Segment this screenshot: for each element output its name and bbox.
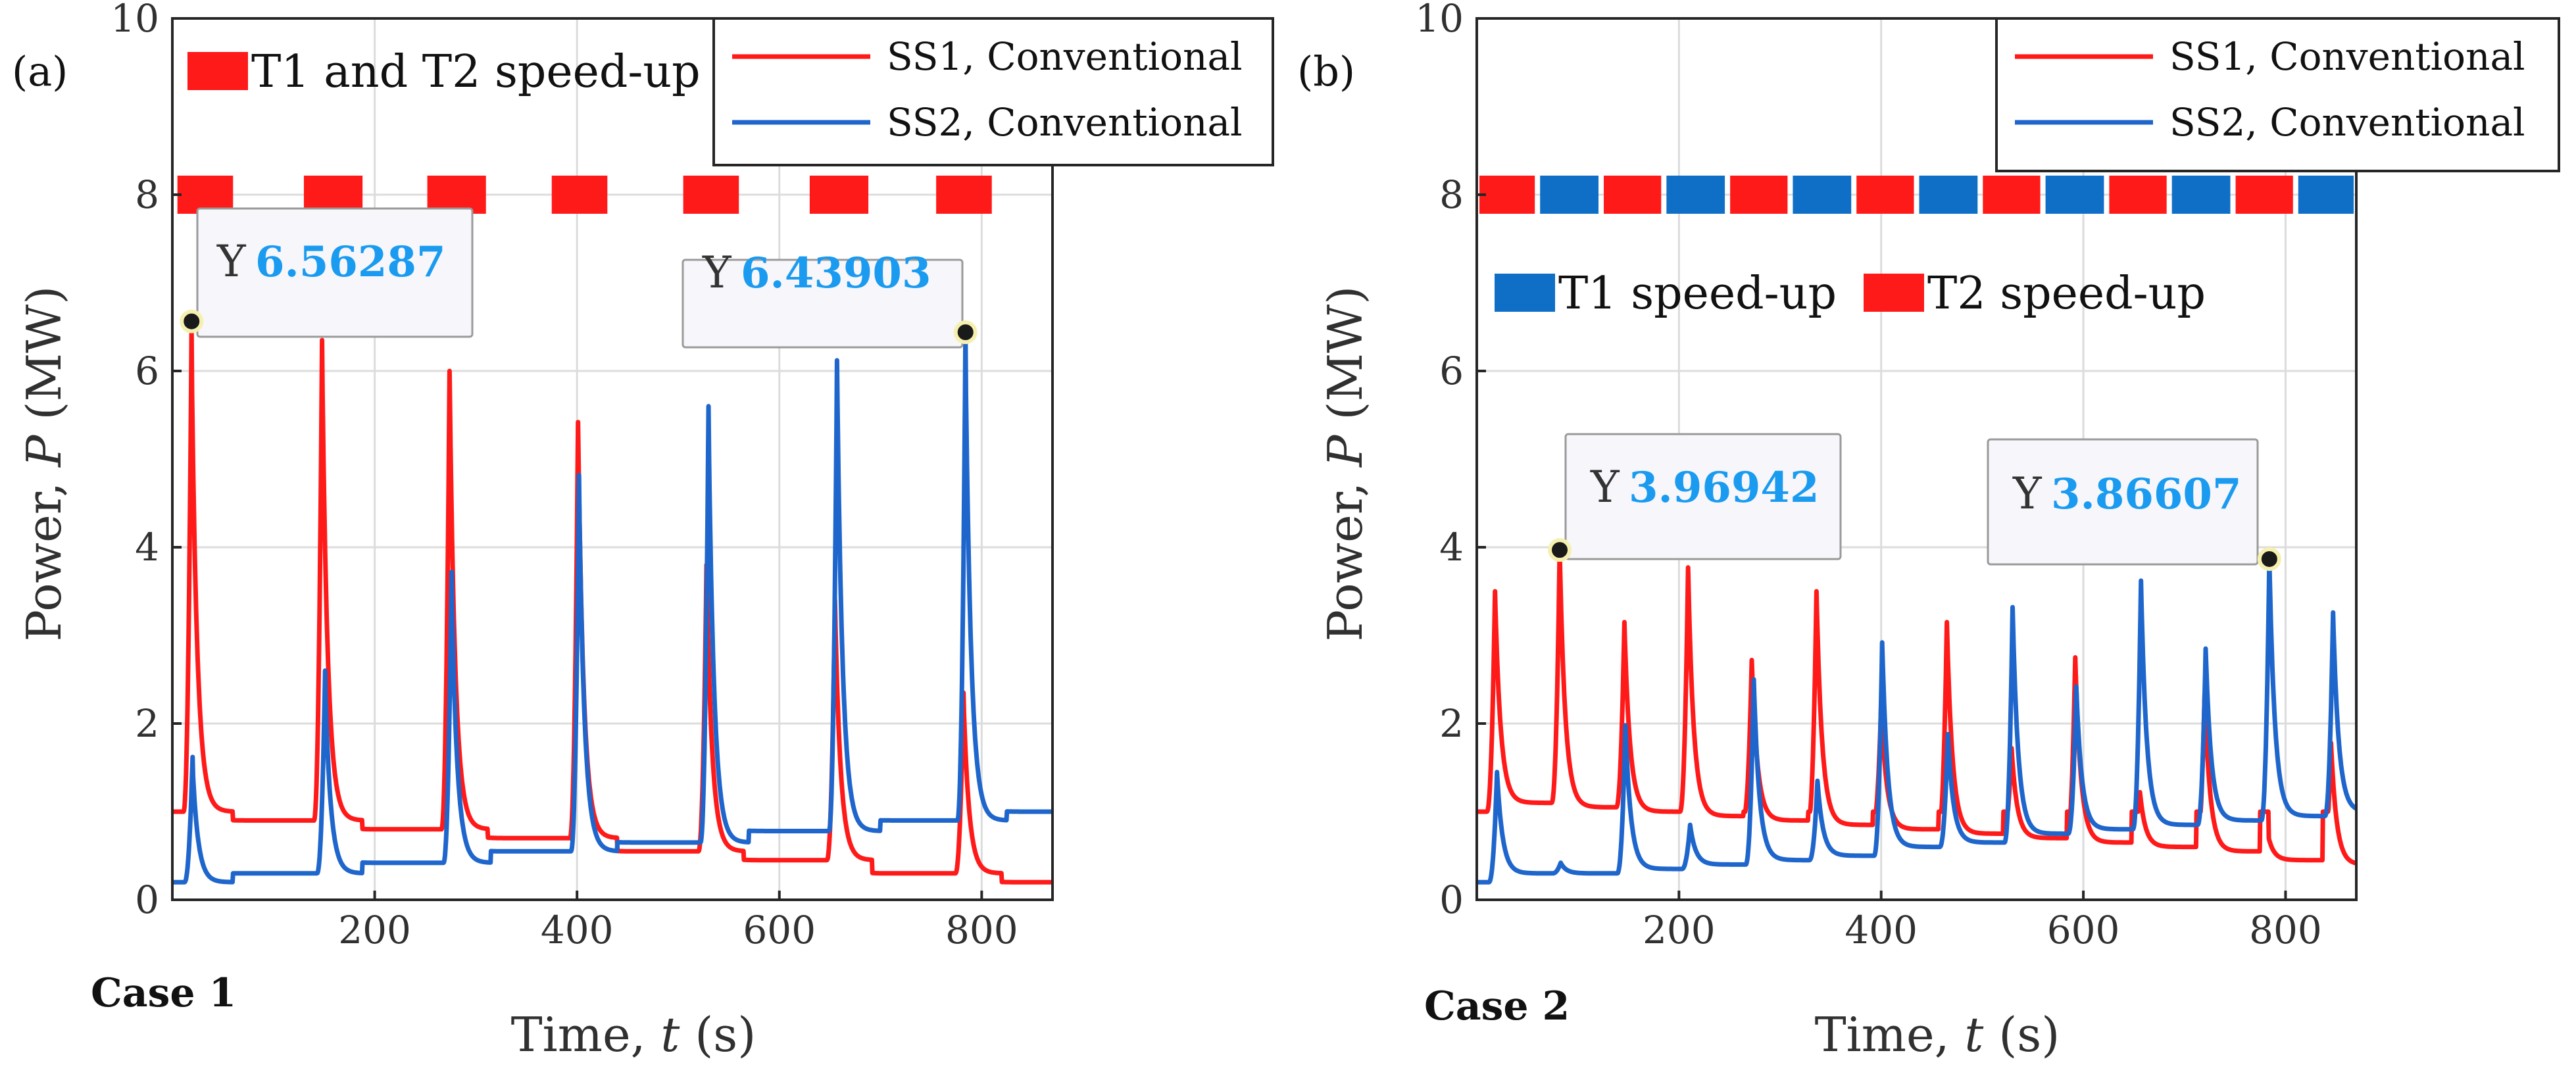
panel-b-series-1-line bbox=[1475, 547, 2358, 866]
panel-a-legend: SS1, Conventional SS2, Conventional bbox=[712, 17, 1274, 166]
panel-a-speedup-block bbox=[551, 176, 608, 214]
panel-a-datatip-prefix: Y bbox=[702, 247, 732, 298]
panel-a-series-1-line bbox=[170, 324, 1054, 885]
panel-b-legend-label: SS2, Conventional bbox=[2169, 100, 2525, 145]
panel-a-y-tick-label-8: 8 bbox=[135, 172, 159, 217]
panel-b-speedup-block bbox=[1666, 176, 1725, 214]
panel-a-x-tick-label-600: 600 bbox=[743, 908, 816, 952]
panel-a-datatip-box bbox=[681, 258, 964, 349]
panel-b-speedup-block bbox=[2109, 176, 2167, 214]
panel-b-speedup-block bbox=[1479, 176, 1535, 214]
panel-b-datatip-prefix: Y bbox=[2012, 468, 2043, 519]
panel-a-datatip: Y 6.43903 bbox=[681, 247, 978, 349]
panel-a-speedup-key-label: T1 and T2 speed-up bbox=[251, 46, 701, 98]
panel-a-y-tick-label-6: 6 bbox=[135, 349, 159, 393]
panel-b-speedup-block bbox=[1730, 176, 1788, 214]
panel-b-speedup-block bbox=[1856, 176, 1914, 214]
panel-a-legend-box bbox=[712, 17, 1274, 166]
panel-b-speedup-block bbox=[1604, 176, 1662, 214]
panel-b-speedup-block bbox=[1540, 176, 1599, 214]
panel-b-speedup-block bbox=[1919, 176, 1978, 214]
panel-b-x-tick-label-800: 800 bbox=[2249, 908, 2322, 952]
panel-b-speedup-block bbox=[1983, 176, 2041, 214]
panel-a-speedup-block bbox=[683, 176, 739, 214]
panel-b-x-tick-label-600: 600 bbox=[2047, 908, 2120, 952]
panel-a-datatip-value: 6.56287 bbox=[255, 237, 445, 287]
panel-b-legend-box bbox=[1995, 17, 2560, 172]
panel-b-x-tick-label-200: 200 bbox=[1643, 908, 1716, 952]
panel-b-speedup-key-label: T1 speed-up bbox=[1558, 268, 1837, 320]
panel-b-y-tick-label-0: 0 bbox=[1439, 877, 1464, 922]
panel-b-y-axis-title: Power, P (MW) bbox=[1318, 286, 1373, 642]
panel-a-series-2-line bbox=[170, 330, 1054, 885]
panel-a-axes-frame bbox=[171, 17, 1054, 901]
panel-a-speedup-block bbox=[936, 176, 992, 214]
panel-b-y-tick-label-6: 6 bbox=[1439, 349, 1464, 393]
panel-b-datatip-point[interactable] bbox=[1548, 538, 1572, 562]
panel-b-legend-label: SS1, Conventional bbox=[2169, 34, 2525, 79]
panel-a-speedup-key: T1 and T2 speed-up bbox=[187, 46, 701, 98]
panel-b-speedup-key-swatch bbox=[1495, 274, 1555, 312]
panel-a-speedup-block bbox=[809, 176, 869, 214]
panel-a-y-tick-label-4: 4 bbox=[135, 525, 159, 570]
panel-b-label: (b) bbox=[1297, 47, 1355, 95]
panel-a-legend-label: SS2, Conventional bbox=[887, 100, 1243, 145]
panel-b-datatip: Y 3.96942 bbox=[1548, 433, 1842, 562]
panel-b-series-2-line bbox=[1475, 556, 2358, 885]
panel-b-speedup-block bbox=[2045, 176, 2104, 214]
panel-a-legend-label: SS1, Conventional bbox=[887, 34, 1243, 79]
panel-a-datatip: Y 6.56287 bbox=[180, 207, 474, 338]
panel-a-y-tick-label-2: 2 bbox=[135, 701, 159, 746]
panel-a-x-tick-label-400: 400 bbox=[541, 908, 614, 952]
panel-b-datatip-point[interactable] bbox=[2257, 547, 2281, 571]
panel-a-x-axis-title: Time, t (s) bbox=[511, 1007, 756, 1062]
panel-b-x-tick-label-400: 400 bbox=[1845, 908, 1918, 952]
panel-b-plot-area: 200 400 600 800 0 2 4 6 8 10 T1 speed-up T2 speed-u… bbox=[1415, 0, 2560, 952]
panel-a-y-tick-label-0: 0 bbox=[135, 877, 159, 922]
panel-a-datatip-box bbox=[196, 207, 474, 338]
panel-b-y-tick-label-4: 4 bbox=[1439, 525, 1464, 570]
panel-a-speedup-block bbox=[303, 176, 363, 214]
panel-b-speedup-block bbox=[2298, 176, 2354, 214]
panel-b-axes-frame bbox=[1475, 17, 2358, 901]
panel-b-y-tick-label-2: 2 bbox=[1439, 701, 1464, 746]
panel-b-datatip-prefix: Y bbox=[1590, 462, 1620, 512]
panel-b-legend: SS1, Conventional SS2, Conventional bbox=[1995, 17, 2560, 172]
panel-a-speedup-block bbox=[427, 176, 486, 214]
panel-b-speedup-block bbox=[1793, 176, 1852, 214]
panel-b: (b) Case 2 Time, t (s) Power, P (MW) 200… bbox=[1297, 0, 2560, 1062]
panel-b-speedup-key-label: T2 speed-up bbox=[1927, 268, 2206, 320]
panel-a-x-tick-label-800: 800 bbox=[945, 908, 1018, 952]
panel-b-datatip-value: 3.96942 bbox=[1629, 463, 1819, 512]
panel-a-label: (a) bbox=[12, 47, 68, 95]
panel-b-speedup-block bbox=[2235, 176, 2293, 214]
panel-a-case-label: Case 1 bbox=[91, 970, 236, 1016]
panel-b-speedup-block bbox=[2171, 176, 2231, 214]
panel-b-x-axis-title: Time, t (s) bbox=[1815, 1007, 2060, 1062]
panel-a-speedup-block bbox=[177, 176, 234, 214]
panel-a-x-tick-label-200: 200 bbox=[338, 908, 411, 952]
panel-b-datatip: Y 3.86607 bbox=[1987, 438, 2281, 571]
panel-b-case-label: Case 2 bbox=[1424, 983, 1570, 1029]
panel-a-datatip-prefix: Y bbox=[216, 236, 247, 287]
panel-a-datatip-point[interactable] bbox=[180, 309, 204, 333]
panel-b-speedup-key-swatch bbox=[1864, 274, 1924, 312]
panel-b-datatip-value: 3.86607 bbox=[2051, 470, 2241, 519]
panel-b-speedup-key: T1 speed-up T2 speed-up bbox=[1495, 268, 2206, 320]
panel-b-y-tick-label-8: 8 bbox=[1439, 172, 1464, 217]
panel-a-y-axis-title: Power, P (MW) bbox=[16, 286, 72, 642]
panel-a: (a) Case 1 Time, t (s) Power, P (MW) 200… bbox=[12, 0, 1274, 1062]
panel-a-datatip-point[interactable] bbox=[953, 320, 978, 345]
panel-b-datatip-box bbox=[1987, 438, 2259, 566]
panel-a-speedup-key-swatch bbox=[187, 52, 248, 90]
panel-b-datatip-box bbox=[1564, 433, 1842, 560]
panel-a-datatip-value: 6.43903 bbox=[741, 249, 931, 298]
panel-a-y-tick-label-10: 10 bbox=[111, 0, 159, 41]
panel-b-y-tick-label-10: 10 bbox=[1415, 0, 1464, 41]
